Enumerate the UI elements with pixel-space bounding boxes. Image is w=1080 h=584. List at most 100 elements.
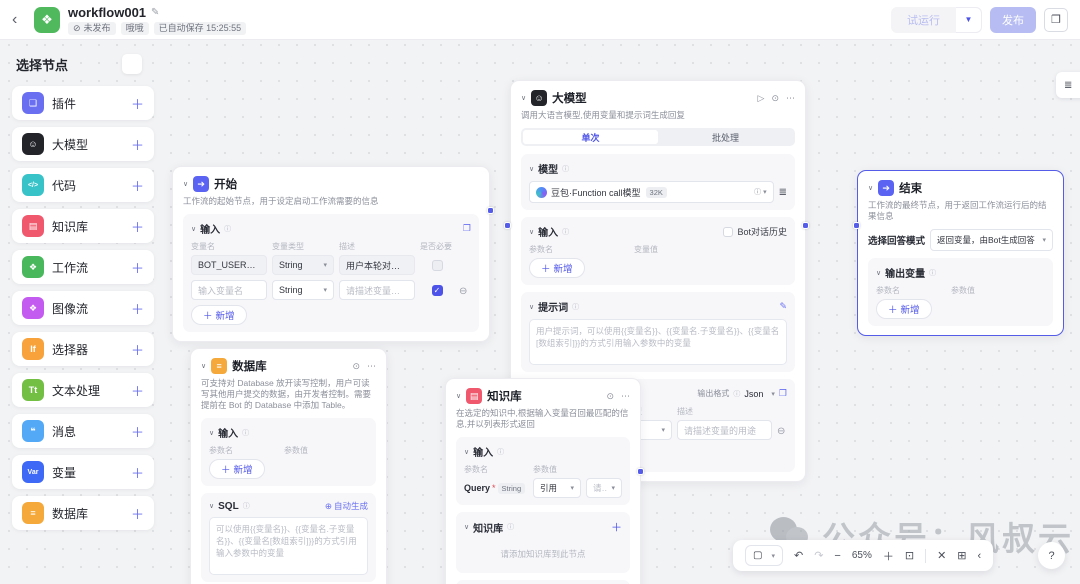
collapse-section-icon[interactable]: ∨ xyxy=(529,303,535,311)
add-parameter-button[interactable]: ＋新增 xyxy=(529,258,585,278)
end-input-port[interactable] xyxy=(853,222,860,229)
more-icon[interactable]: ⋯ xyxy=(786,92,795,103)
fit-view-icon[interactable]: ⊡ xyxy=(904,550,915,562)
test-run-dropdown-button[interactable]: ▼ xyxy=(956,6,982,33)
sidebar-item-code[interactable]: </> 代码 ＋ xyxy=(12,168,154,202)
collapse-section-icon[interactable]: ∨ xyxy=(209,429,215,437)
debug-node-icon[interactable]: ▷ xyxy=(757,92,765,103)
variable-desc-field[interactable]: 用户本轮对话输入内容 xyxy=(339,255,415,275)
database-node[interactable]: ∨ ≡ 数据库 ⊙ ⋯ 可支持对 Database 放开读写控制，用户可读写其他… xyxy=(190,348,387,584)
add-node-button[interactable]: ＋ xyxy=(130,301,144,317)
collapse-section-icon[interactable]: ∨ xyxy=(191,225,197,233)
variable-type-select[interactable]: String▾ xyxy=(272,255,334,275)
sidebar-item-imageflow[interactable]: ❖ 图像流 ＋ xyxy=(12,291,154,325)
run-node-icon[interactable]: ⊙ xyxy=(771,92,779,103)
prompt-textarea[interactable]: 用户提示词，可以使用{{变量名}}、{{变量名.子变量名}}、{{变量名[数组索… xyxy=(529,319,787,365)
sidebar-item-database[interactable]: ≡ 数据库 ＋ xyxy=(12,496,154,530)
collapse-section-icon[interactable]: ∨ xyxy=(876,269,882,277)
sidebar-item-selector[interactable]: If 选择器 ＋ xyxy=(12,332,154,366)
ai-optimize-icon[interactable]: ✎ xyxy=(779,301,787,311)
expand-section-icon[interactable]: ❐ xyxy=(778,388,787,398)
add-node-button[interactable]: ＋ xyxy=(130,465,144,481)
start-output-port[interactable] xyxy=(487,207,494,214)
test-run-button[interactable]: 试运行 xyxy=(891,6,956,33)
bot-history-checkbox[interactable] xyxy=(723,226,734,237)
edit-title-icon[interactable]: ✎ xyxy=(151,6,160,18)
sidebar-item-text-processing[interactable]: Tt 文本处理 ＋ xyxy=(12,373,154,407)
help-button[interactable]: ? xyxy=(1038,542,1065,569)
add-node-button[interactable]: ＋ xyxy=(130,178,144,194)
sidebar-item-llm[interactable]: ☺ 大模型 ＋ xyxy=(12,127,154,161)
add-node-button[interactable]: ＋ xyxy=(130,342,144,358)
required-checkbox[interactable] xyxy=(431,259,443,271)
panel-toggle-button[interactable]: ≣ xyxy=(1056,72,1080,98)
more-icon[interactable]: ⋯ xyxy=(367,360,376,371)
remove-row-icon[interactable]: ⊖ xyxy=(777,426,786,437)
zoom-out-icon[interactable]: − xyxy=(834,549,841,562)
llm-input-port[interactable] xyxy=(504,222,511,229)
collapse-toolbar-icon[interactable]: ‹ xyxy=(977,549,982,562)
collapse-node-icon[interactable]: ∨ xyxy=(521,95,527,102)
more-icon[interactable]: ⋯ xyxy=(621,390,630,401)
node-grid-icon[interactable]: ⊞ xyxy=(957,550,967,562)
add-node-button[interactable]: ＋ xyxy=(130,219,144,235)
add-node-button[interactable]: ＋ xyxy=(130,137,144,153)
output-format-select[interactable]: Json xyxy=(744,388,764,399)
sidebar-item-workflow[interactable]: ❖ 工作流 ＋ xyxy=(12,250,154,284)
model-select[interactable]: 豆包·Function call模型 32K ⓘ ▾ xyxy=(529,181,774,203)
collapse-section-icon[interactable]: ∨ xyxy=(209,503,215,510)
variable-name-field[interactable]: BOT_USER_INPUT xyxy=(191,255,267,275)
duplicate-button[interactable]: ❐ xyxy=(1044,7,1068,32)
add-node-button[interactable]: ＋ xyxy=(130,383,144,399)
minimap-toggle[interactable]: ▢ ▾ xyxy=(745,545,783,566)
auto-generate-button[interactable]: ⊕ 自动生成 xyxy=(324,500,368,512)
add-node-button[interactable]: ＋ xyxy=(130,96,144,112)
collapse-section-icon[interactable]: ∨ xyxy=(464,524,470,531)
zoom-level[interactable]: 65% xyxy=(851,550,872,561)
add-node-button[interactable]: ＋ xyxy=(130,506,144,522)
value-mode-select[interactable]: 引用 ▾ xyxy=(533,478,581,498)
collapse-node-icon[interactable]: ∨ xyxy=(456,393,462,400)
variable-type-select[interactable]: String▾ xyxy=(272,280,334,300)
expand-section-icon[interactable]: ❐ xyxy=(462,223,471,233)
collapse-node-icon[interactable]: ∨ xyxy=(201,363,207,370)
collapse-section-icon[interactable]: ∨ xyxy=(529,228,535,236)
knowledge-node[interactable]: ∨ ▤ 知识库 ⊙ ⋯ 在选定的知识中,根据输入变量召回最匹配的信息,并以列表形… xyxy=(445,378,641,584)
redo-icon[interactable]: ↷ xyxy=(814,550,824,562)
run-node-icon[interactable]: ⊙ xyxy=(352,360,360,371)
sidebar-item-variable[interactable]: Var 变量 ＋ xyxy=(12,455,154,489)
back-icon[interactable]: ‹ xyxy=(12,10,18,28)
add-node-button[interactable]: ＋ xyxy=(130,424,144,440)
sidebar-item-plugin[interactable]: ❑ 插件 ＋ xyxy=(12,86,154,120)
add-knowledge-button[interactable]: ＋ xyxy=(611,522,622,534)
knowledge-output-port[interactable] xyxy=(637,468,644,475)
llm-node[interactable]: ∨ ☺ 大模型 ▷ ⊙ ⋯ 调用大语言模型,使用变量和提示词生成回复 单次 批处… xyxy=(510,80,806,482)
answer-mode-select[interactable]: 返回变量，由Bot生成回答 ▾ xyxy=(930,229,1053,251)
required-checkbox[interactable]: ✓ xyxy=(431,284,443,296)
end-node[interactable]: ∨ ➔ 结束 工作流的最终节点，用于返回工作流运行后的结果信息 选择回答模式 返… xyxy=(857,170,1064,336)
optimize-layout-icon[interactable]: ✕ xyxy=(937,550,947,562)
start-node[interactable]: ∨ ➔ 开始 工作流的起始节点，用于设定启动工作流需要的信息 ∨ 输入 ⓘ ❐ … xyxy=(172,166,490,342)
collapse-node-icon[interactable]: ∨ xyxy=(868,185,874,192)
add-node-button[interactable]: ＋ xyxy=(130,260,144,276)
collapse-node-icon[interactable]: ∨ xyxy=(183,181,189,188)
collapse-section-icon[interactable]: ∨ xyxy=(529,165,535,173)
zoom-in-icon[interactable]: ＋ xyxy=(882,550,894,563)
tab-batch[interactable]: 批处理 xyxy=(711,132,739,143)
sidebar-item-message[interactable]: ❝ 消息 ＋ xyxy=(12,414,154,448)
llm-output-port[interactable] xyxy=(802,222,809,229)
model-settings-icon[interactable]: ≣ xyxy=(778,186,787,198)
tab-single[interactable]: 单次 xyxy=(523,130,658,144)
add-parameter-button[interactable]: ＋新增 xyxy=(209,459,265,479)
collapse-section-icon[interactable]: ∨ xyxy=(464,448,470,456)
collapse-sidebar-button[interactable] xyxy=(122,54,142,74)
sidebar-item-knowledge[interactable]: ▤ 知识库 ＋ xyxy=(12,209,154,243)
variable-name-field[interactable]: 输入变量名 xyxy=(191,280,267,300)
add-variable-button[interactable]: ＋新增 xyxy=(191,305,247,325)
sql-textarea[interactable]: 可以使用{{变量名}}、{{变量名.子变量名}}、{{变量名[数组索引]}}的方… xyxy=(209,517,368,575)
add-output-variable-button[interactable]: ＋新增 xyxy=(876,299,932,319)
undo-icon[interactable]: ↶ xyxy=(793,550,804,562)
publish-button[interactable]: 发布 xyxy=(990,6,1036,33)
remove-row-icon[interactable]: ⊖ xyxy=(459,286,468,297)
value-ref-select[interactable]: 请选择▾ xyxy=(586,478,622,498)
